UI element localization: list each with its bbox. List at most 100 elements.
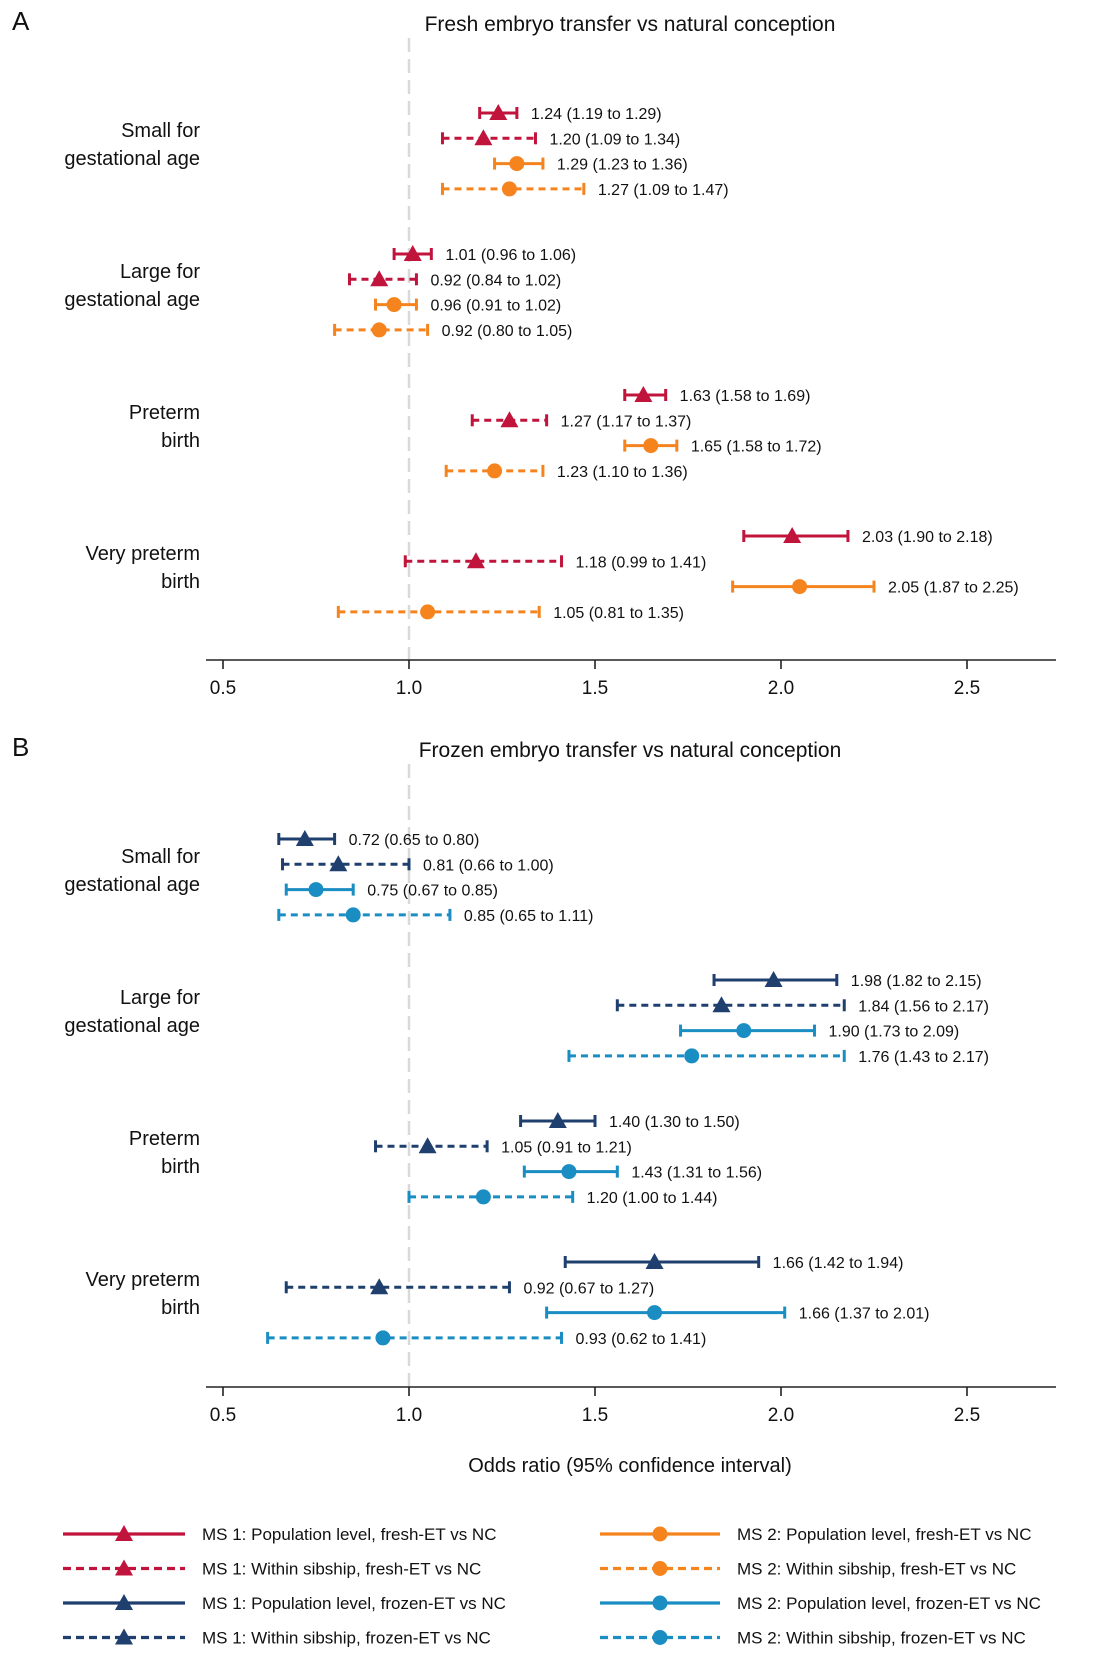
point-estimate-marker [509,156,525,172]
estimate-row: 0.75 (0.67 to 0.85) [284,882,498,900]
panel-letter: B [12,732,29,762]
point-estimate-marker [475,1189,491,1205]
x-tick-label: 0.5 [210,678,236,699]
category-label-line: gestational age [64,1015,200,1037]
x-axis-label: Odds ratio (95% confidence interval) [468,1455,792,1477]
point-estimate-marker [418,1137,437,1154]
point-estimate-marker [548,1112,567,1128]
point-estimate-marker [371,322,387,338]
point-estimate-marker [561,1164,577,1180]
estimate-row: 1.40 (1.30 to 1.50) [519,1112,740,1131]
estimate-row: 1.24 (1.19 to 1.29) [478,104,662,123]
estimate-label: 1.66 (1.42 to 1.94) [773,1255,904,1272]
estimate-label: 0.85 (0.65 to 1.11) [464,908,594,925]
legend-label: MS 1: Within sibship, frozen-ET vs NC [202,1629,491,1648]
category-label-line: Preterm [129,402,200,424]
legend-entry: MS 1: Population level, frozen-ET vs NC [63,1594,506,1613]
category-label-line: gestational age [64,289,200,311]
category-label: Large for gestational age [64,987,200,1037]
legend-label: MS 2: Within sibship, frozen-ET vs NC [737,1629,1026,1648]
x-tick-label: 1.5 [582,678,608,699]
estimate-label: 0.75 (0.67 to 0.85) [367,883,498,900]
estimate-label: 1.43 (1.31 to 1.56) [631,1165,762,1182]
estimate-row: 1.66 (1.37 to 2.01) [545,1305,929,1323]
estimate-label: 1.76 (1.43 to 2.17) [858,1049,989,1066]
x-tick-label: 1.5 [582,1405,608,1426]
estimate-row: 1.65 (1.58 to 1.72) [623,438,822,456]
category-label-line: gestational age [64,148,200,170]
estimate-label: 1.65 (1.58 to 1.72) [691,439,822,456]
legend-label: MS 2: Population level, frozen-ET vs NC [737,1594,1041,1613]
category-label: Preterm birth [129,1128,200,1178]
point-estimate-marker [466,552,485,569]
category-label-line: Small for [121,846,200,868]
point-estimate-marker [501,181,517,197]
legend-label: MS 1: Within sibship, fresh-ET vs NC [202,1560,481,1579]
estimate-row: 1.18 (0.99 to 1.41) [403,552,706,571]
estimate-row: 1.05 (0.91 to 1.21) [374,1137,632,1156]
legend-marker [652,1595,668,1611]
category-label-line: Very preterm [86,1269,200,1291]
estimate-row: 0.72 (0.65 to 0.80) [277,830,480,849]
point-estimate-marker [308,882,324,898]
legend-entry: MS 2: Within sibship, frozen-ET vs NC [600,1629,1026,1648]
legend-entry: MS 2: Within sibship, fresh-ET vs NC [600,1560,1016,1579]
x-tick-label: 2.5 [954,678,980,699]
estimate-row: 1.43 (1.31 to 1.56) [522,1164,762,1182]
category-label-line: gestational age [64,874,200,896]
estimate-label: 0.92 (0.84 to 1.02) [430,272,561,289]
point-estimate-marker [736,1023,752,1039]
panel-letter: A [12,6,30,36]
estimate-label: 1.27 (1.09 to 1.47) [598,182,729,199]
x-tick-label: 2.0 [768,678,794,699]
estimate-label: 0.72 (0.65 to 0.80) [349,832,480,849]
point-estimate-marker [375,1330,391,1346]
point-estimate-marker [634,386,653,402]
point-estimate-marker [474,129,493,146]
point-estimate-marker [420,604,436,620]
estimate-label: 2.03 (1.90 to 2.18) [862,529,993,546]
estimate-row: 0.92 (0.80 to 1.05) [333,322,573,340]
x-tick-label: 0.5 [210,1405,236,1426]
estimate-row: 1.27 (1.09 to 1.47) [440,181,729,199]
estimate-label: 0.92 (0.80 to 1.05) [442,323,573,340]
category-label-line: birth [161,571,200,593]
category-label-line: Very preterm [86,543,200,565]
legend-marker [115,1594,133,1610]
legend-label: MS 1: Population level, fresh-ET vs NC [202,1525,496,1544]
estimate-row: 0.92 (0.84 to 1.02) [347,270,561,289]
legend-marker [652,1526,668,1542]
category-label: Very preterm birth [86,543,200,593]
x-tick-label: 1.0 [396,1405,422,1426]
category-label: Small for gestational age [64,846,200,896]
point-estimate-marker [712,996,731,1013]
estimate-label: 1.01 (0.96 to 1.06) [445,247,576,264]
estimate-row: 1.01 (0.96 to 1.06) [392,245,576,264]
category-label: Very preterm birth [86,1269,200,1319]
legend-label: MS 2: Population level, fresh-ET vs NC [737,1525,1031,1544]
panel-a: A Fresh embryo transfer vs natural concep… [12,6,1056,699]
point-estimate-marker [764,971,783,987]
legend-marker [115,1525,133,1541]
legend-entry: MS 1: Within sibship, frozen-ET vs NC [63,1628,491,1648]
estimate-label: 0.93 (0.62 to 1.41) [576,1331,707,1348]
point-estimate-marker [489,104,508,120]
x-tick-label: 1.0 [396,678,422,699]
estimate-label: 1.27 (1.17 to 1.37) [561,413,692,430]
point-estimate-marker [647,1305,663,1321]
estimate-label: 1.23 (1.10 to 1.36) [557,464,688,481]
estimate-label: 1.29 (1.23 to 1.36) [557,157,688,174]
category-label-line: Large for [120,261,200,283]
point-estimate-marker [684,1048,700,1064]
estimate-label: 0.92 (0.67 to 1.27) [523,1280,654,1297]
legend-entry: MS 2: Population level, fresh-ET vs NC [600,1525,1031,1544]
estimate-label: 1.63 (1.58 to 1.69) [680,388,811,405]
point-estimate-marker [370,1278,389,1295]
legend-entry: MS 2: Population level, frozen-ET vs NC [600,1594,1041,1613]
x-tick-label: 2.0 [768,1405,794,1426]
legend-entry: MS 1: Population level, fresh-ET vs NC [63,1525,496,1544]
legend-marker [652,1630,668,1645]
panel-title: Fresh embryo transfer vs natural concept… [425,13,836,36]
estimate-label: 1.24 (1.19 to 1.29) [531,106,662,123]
estimate-row: 1.66 (1.42 to 1.94) [563,1253,904,1272]
